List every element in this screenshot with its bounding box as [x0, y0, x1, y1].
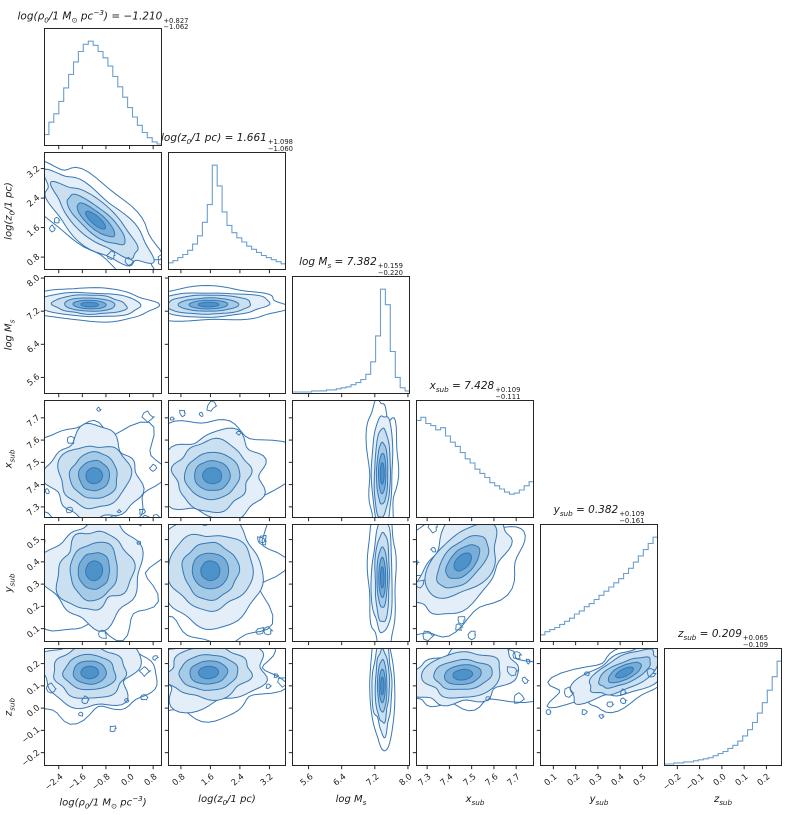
x-axis-label-x_sub: xsub	[465, 794, 485, 807]
error-stack-log_Ms: +0.159 −0.220	[378, 263, 403, 277]
title-z_sub: zsub = 0.209 +0.065 −0.109	[677, 628, 769, 649]
error-stack-log_rho0: +0.827 −1.062	[163, 16, 189, 32]
error-minus: −1.060	[267, 144, 293, 153]
error-stack-x_sub: +0.109 −0.111	[495, 387, 520, 401]
error-minus: −0.161	[619, 516, 645, 525]
error-plus: +0.109	[619, 510, 645, 519]
error-plus: +0.827	[163, 16, 189, 25]
error-plus: +1.098	[267, 138, 293, 147]
title-x_sub: xsub = 7.428 +0.109 −0.111	[429, 380, 521, 401]
panel-hist-log_Ms	[292, 276, 410, 398]
title-y_sub: ysub = 0.382 +0.109 −0.161	[553, 504, 645, 525]
error-plus: +0.159	[377, 262, 403, 271]
x-axis-label-y_sub: ysub	[589, 794, 609, 807]
panel-hist-log_z0	[168, 152, 286, 274]
title-log_rho0: log(ρ0/1 M⊙ pc−3) = −1.210 +0.827 −1.062	[17, 8, 189, 32]
panel-2d-y_sub-vs-log_Ms	[288, 524, 410, 646]
x-axis-label-z_sub: zsub	[713, 794, 733, 807]
panel-2d-z_sub-vs-y_sub	[536, 648, 658, 770]
panel-2d-z_sub-vs-x_sub	[412, 648, 534, 770]
panel-hist-x_sub	[416, 400, 534, 522]
panel-2d-log_z0-vs-log_rho0	[40, 152, 162, 274]
error-minus: −0.220	[377, 268, 403, 277]
panel-2d-z_sub-vs-log_z0	[164, 648, 286, 770]
title-log_Ms: log Ms = 7.382 +0.159 −0.220	[299, 256, 403, 277]
error-minus: −0.111	[495, 392, 521, 401]
x-axis-label-log_z0: log(z0/1 pc)	[198, 794, 256, 807]
panel-2d-log_Ms-vs-log_rho0	[40, 276, 162, 398]
panel-hist-z_sub	[664, 648, 782, 770]
error-stack-y_sub: +0.109 −0.161	[619, 511, 644, 525]
x-axis-label-log_rho0: log(ρ0/1 M⊙ pc−3)	[59, 794, 147, 811]
panel-2d-z_sub-vs-log_rho0	[40, 648, 162, 770]
panel-2d-y_sub-vs-x_sub	[412, 524, 534, 646]
panel-2d-y_sub-vs-log_z0	[164, 524, 286, 646]
error-stack-log_z0: +1.098 −1.060	[268, 139, 293, 153]
panel-2d-log_Ms-vs-log_z0	[164, 276, 286, 398]
title-log_z0: log(z0/1 pc) = 1.661 +1.098 −1.060	[161, 132, 293, 153]
panel-2d-x_sub-vs-log_z0	[164, 400, 286, 522]
panel-2d-z_sub-vs-log_Ms	[288, 648, 410, 770]
error-stack-z_sub: +0.065 −0.109	[743, 635, 768, 649]
error-plus: +0.109	[495, 386, 521, 395]
error-plus: +0.065	[742, 634, 769, 643]
panel-hist-y_sub	[540, 524, 658, 646]
panel-hist-log_rho0	[44, 28, 162, 150]
error-minus: −1.062	[163, 23, 189, 32]
error-minus: −0.109	[742, 640, 769, 649]
x-axis-label-log_Ms: log Ms	[335, 794, 367, 807]
panel-2d-x_sub-vs-log_rho0	[40, 400, 162, 522]
panel-2d-y_sub-vs-log_rho0	[40, 524, 162, 646]
panel-2d-x_sub-vs-log_Ms	[288, 400, 410, 522]
